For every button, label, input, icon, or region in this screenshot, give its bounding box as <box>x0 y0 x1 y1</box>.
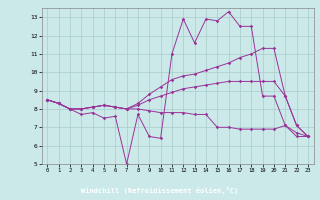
Text: Windchill (Refroidissement éolien,°C): Windchill (Refroidissement éolien,°C) <box>81 188 239 194</box>
